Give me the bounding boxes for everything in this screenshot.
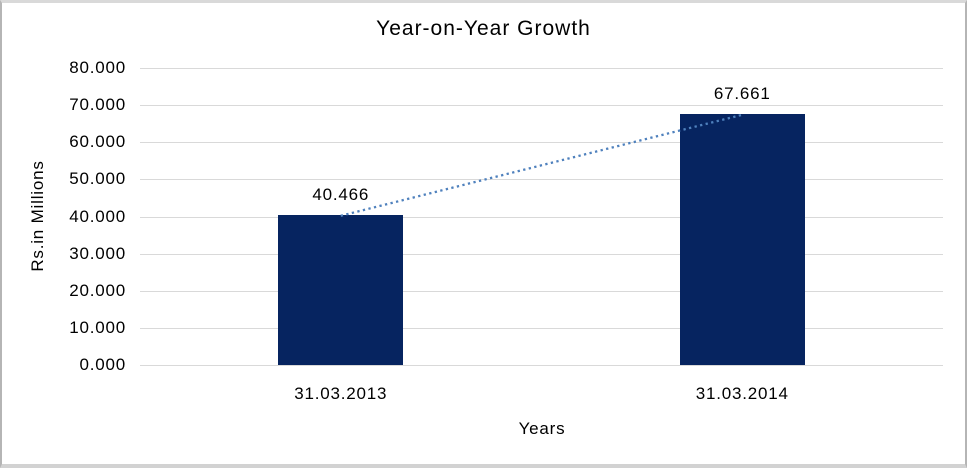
y-axis-tick-label: 20.000 — [69, 281, 126, 300]
bar-value-label: 40.466 — [312, 184, 370, 204]
bar-value-label: 67.661 — [713, 83, 771, 103]
y-axis-tick-label: 70.000 — [69, 95, 126, 114]
gridline — [140, 68, 943, 69]
x-axis-tick-label: 31.03.2014 — [695, 384, 789, 403]
y-axis-tick-label: 50.000 — [69, 169, 126, 188]
gridline — [140, 254, 943, 255]
gridline — [140, 142, 943, 143]
y-axis-tick-label: 10.000 — [69, 318, 126, 337]
y-axis-tick-label: 40.000 — [69, 207, 126, 226]
y-axis-tick-label: 80.000 — [69, 58, 126, 77]
x-axis-tick-label: 31.03.2013 — [294, 384, 388, 403]
y-axis-tick-label: 30.000 — [69, 244, 126, 263]
gridline — [140, 365, 943, 366]
bar — [278, 214, 404, 365]
y-axis-tick-label: 60.000 — [69, 132, 126, 151]
y-axis-tick-label: 0.000 — [79, 355, 126, 374]
bar — [679, 113, 805, 365]
gridline — [140, 179, 943, 180]
gridline — [140, 291, 943, 292]
gridline — [140, 105, 943, 106]
gridline — [140, 328, 943, 329]
x-axis-title: Years — [518, 419, 566, 438]
gridline — [140, 217, 943, 218]
chart-title: Year-on-Year Growth — [376, 17, 591, 40]
